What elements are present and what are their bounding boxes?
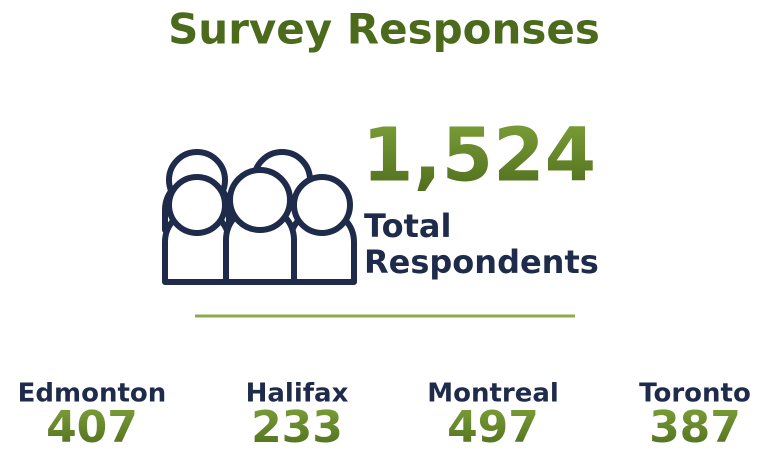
city-value: 387 [649,402,741,453]
title: Survey Responses [168,5,600,54]
city-value: 407 [46,402,138,453]
city-value: 497 [447,402,539,453]
city-name: Montreal [427,379,559,409]
total-label: Total [364,207,451,245]
city-name: Halifax [246,379,349,409]
total-label: Respondents [364,243,599,281]
total-value: 1,524 [362,113,596,199]
city-name: Edmonton [18,379,167,409]
city-name: Toronto [639,379,751,409]
people-icon [162,149,357,285]
city-value: 233 [251,402,343,453]
